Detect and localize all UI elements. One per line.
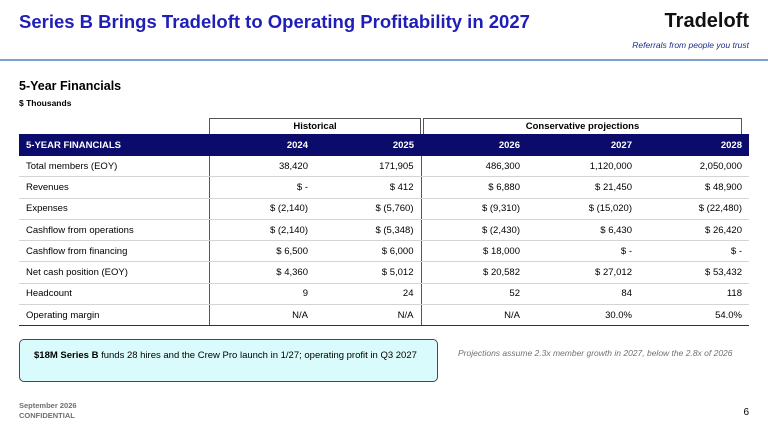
footer-date: September 2026 — [19, 401, 77, 410]
row-label: Cashflow from financing — [19, 240, 209, 263]
table-row: Headcount 9 24 52 84 118 — [19, 283, 749, 306]
column-header-year: 2026 — [421, 134, 527, 156]
projection-note: Projections assume 2.3x member growth in… — [458, 348, 733, 358]
table-row: Net cash position (EOY) $ 4,360 $ 5,012 … — [19, 261, 749, 284]
section-title: 5-Year Financials — [19, 79, 122, 93]
table-row: Operating margin N/A N/A N/A 30.0% 54.0% — [19, 304, 749, 327]
table-cell: 38,420 — [208, 156, 315, 178]
table-cell: N/A — [420, 304, 527, 327]
table-cell: 9 — [208, 283, 315, 306]
table-cell: $ 4,360 — [208, 261, 315, 284]
table-cell: 1,120,000 — [527, 156, 639, 178]
column-header-year: 2025 — [315, 134, 421, 156]
table-cell: $ (15,020) — [527, 198, 639, 220]
table-cell: $ 26,420 — [639, 219, 749, 242]
callout-highlight: $18M Series B — [34, 350, 99, 361]
table-cell: $ 6,880 — [420, 176, 527, 199]
table-row: Cashflow from financing $ 6,500 $ 6,000 … — [19, 240, 749, 263]
group-header-projections: Conservative projections — [423, 118, 742, 134]
table-cell: $ 48,900 — [639, 176, 749, 199]
table-row: Revenues $ - $ 412 $ 6,880 $ 21,450 $ 48… — [19, 176, 749, 199]
table-cell: $ (5,760) — [315, 198, 421, 220]
table-cell: N/A — [315, 304, 421, 327]
row-label: Expenses — [19, 198, 209, 220]
row-label: Revenues — [19, 176, 209, 199]
row-label: Headcount — [19, 283, 209, 306]
table-row: Cashflow from operations $ (2,140) $ (5,… — [19, 219, 749, 242]
column-header-year: 2027 — [527, 134, 639, 156]
table-cell: 486,300 — [420, 156, 527, 178]
table-cell: 2,050,000 — [639, 156, 749, 178]
footer-confidential: CONFIDENTIAL — [19, 411, 75, 420]
table-cell: $ 53,432 — [639, 261, 749, 284]
table-cell: $ 6,430 — [527, 219, 639, 242]
series-b-callout: $18M Series B funds 28 hires and the Cre… — [19, 339, 438, 382]
table-cell: $ - — [527, 240, 639, 263]
table-cell: $ (2,140) — [208, 198, 315, 220]
column-header-label: 5-YEAR FINANCIALS — [19, 134, 209, 156]
table-cell: 54.0% — [639, 304, 749, 327]
table-cell: $ 412 — [315, 176, 421, 199]
row-label: Net cash position (EOY) — [19, 261, 209, 284]
table-cell: $ 21,450 — [527, 176, 639, 199]
table-cell: 24 — [315, 283, 421, 306]
row-label: Operating margin — [19, 304, 209, 327]
row-label: Total members (EOY) — [19, 156, 209, 178]
row-label: Cashflow from operations — [19, 219, 209, 242]
brand-tagline: Referrals from people you trust — [632, 40, 749, 50]
table-cell: $ (2,140) — [208, 219, 315, 242]
table-cell: $ 6,000 — [315, 240, 421, 263]
table-cell: 118 — [639, 283, 749, 306]
table-cell: $ (5,348) — [315, 219, 421, 242]
table-cell: $ 20,582 — [420, 261, 527, 284]
table-cell: 30.0% — [527, 304, 639, 327]
brand-logo: Tradeloft — [664, 10, 749, 32]
table-cell: 52 — [420, 283, 527, 306]
table-cell: $ - — [208, 176, 315, 199]
table-cell: $ (9,310) — [420, 198, 527, 220]
section-units: $ Thousands — [19, 98, 72, 108]
table-cell: $ - — [639, 240, 749, 263]
column-header-year: 2028 — [639, 134, 749, 156]
table-row: Expenses $ (2,140) $ (5,760) $ (9,310) $… — [19, 198, 749, 220]
table-cell: N/A — [208, 304, 315, 327]
table-row: Total members (EOY) 38,420 171,905 486,3… — [19, 156, 749, 178]
callout-text: funds 28 hires and the Crew Pro launch i… — [98, 350, 417, 361]
group-header-historical: Historical — [209, 118, 421, 134]
table-cell: $ 27,012 — [527, 261, 639, 284]
slide-title: Series B Brings Tradeloft to Operating P… — [19, 11, 530, 32]
financials-table: 5-YEAR FINANCIALS 2024 2025 2026 2027 20… — [19, 134, 749, 327]
table-cell: $ 5,012 — [315, 261, 421, 284]
page-number: 6 — [743, 407, 749, 418]
table-cell: 171,905 — [315, 156, 421, 178]
table-cell: $ 6,500 — [208, 240, 315, 263]
table-header-row: 5-YEAR FINANCIALS 2024 2025 2026 2027 20… — [19, 134, 749, 156]
table-cell: $ (22,480) — [639, 198, 749, 220]
table-cell: $ (2,430) — [420, 219, 527, 242]
table-cell: $ 18,000 — [420, 240, 527, 263]
header-divider — [0, 59, 768, 61]
table-cell: 84 — [527, 283, 639, 306]
column-header-year: 2024 — [209, 134, 315, 156]
